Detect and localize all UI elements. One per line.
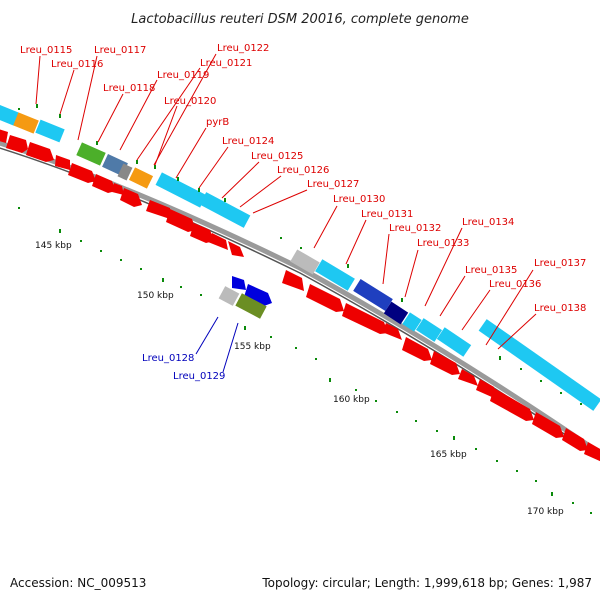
inner-genes	[218, 276, 272, 319]
scale-label-160: 160 kbp	[333, 395, 370, 405]
gene-rev-7	[112, 183, 124, 195]
top-gene-labels: Lreu_0115 Lreu_0116 Lreu_0117 Lreu_0118 …	[20, 43, 586, 314]
gene-fwd-green	[76, 142, 106, 166]
gene-fwd-4	[199, 192, 251, 228]
gene-fwd-8	[436, 327, 472, 357]
gene-rev-1	[0, 129, 8, 143]
gene-rev-3	[26, 142, 54, 162]
footer-topology: Topology: circular; Length: 1,999,618 bp…	[261, 576, 592, 590]
gene-label-lreu-0130: Lreu_0130	[333, 194, 385, 205]
scale-label-145: 145 kbp	[35, 241, 72, 251]
gene-label-lreu-0137: Lreu_0137	[534, 258, 586, 269]
gene-fwd-orange-1	[13, 112, 39, 134]
gene-label-lreu-0124: Lreu_0124	[222, 136, 274, 147]
gene-fwd-9	[478, 319, 600, 411]
scale-labels: 145 kbp 150 kbp 155 kbp 160 kbp 165 kbp …	[35, 241, 564, 517]
gene-fwd-pseudo	[290, 249, 320, 275]
gene-label-pyrb: pyrB	[206, 117, 229, 128]
gene-label-lreu-0118: Lreu_0118	[103, 83, 155, 94]
gc-dots	[18, 108, 592, 514]
gene-label-lreu-0133: Lreu_0133	[417, 238, 469, 249]
gene-label-lreu-0132: Lreu_0132	[389, 223, 441, 234]
reverse-strand-genes	[0, 129, 600, 462]
gene-rev-12	[208, 233, 228, 250]
gene-rev-6	[92, 174, 116, 193]
gene-rev-20	[458, 369, 478, 386]
gene-rev-16	[342, 303, 388, 334]
forward-strand-genes	[0, 104, 600, 411]
map-title: Lactobacillus reuteri DSM 20016, complet…	[131, 12, 469, 27]
gene-rev-22	[490, 388, 534, 421]
gene-label-lreu-0122: Lreu_0122	[217, 43, 269, 54]
gene-label-lreu-0116: Lreu_0116	[51, 59, 103, 70]
gc-ticks	[36, 104, 553, 496]
gene-rev-17	[382, 323, 402, 340]
gene-label-lreu-0126: Lreu_0126	[277, 165, 329, 176]
gene-rev-11	[190, 223, 214, 243]
gene-rev-5	[68, 163, 96, 183]
scale-label-170: 170 kbp	[527, 507, 564, 517]
gene-inner-blue-2	[244, 284, 272, 306]
gene-rev-18	[402, 337, 432, 361]
gene-fwd-5	[315, 259, 355, 291]
gene-label-lreu-0125: Lreu_0125	[251, 151, 303, 162]
genome-backbone	[0, 140, 600, 460]
footer-accession: Accession: NC_009513	[10, 576, 146, 590]
gene-inner-olive	[235, 293, 267, 319]
gene-rev-9	[146, 200, 170, 219]
gene-rev-25	[584, 442, 600, 462]
gene-rev-19	[430, 351, 460, 375]
gene-label-lreu-0121: Lreu_0121	[200, 58, 252, 69]
gene-fwd-1	[0, 104, 19, 126]
gene-rev-21	[476, 379, 494, 398]
gene-label-lreu-0131: Lreu_0131	[361, 209, 413, 220]
gene-rev-4	[55, 155, 70, 170]
scale-label-165: 165 kbp	[430, 450, 467, 460]
gene-label-lreu-0127: Lreu_0127	[307, 179, 359, 190]
gene-label-lreu-0128: Lreu_0128	[142, 353, 194, 364]
gene-rev-10	[166, 209, 196, 232]
gene-label-lreu-0134: Lreu_0134	[462, 217, 514, 228]
gene-rev-8	[120, 188, 142, 207]
gene-fwd-navy	[383, 301, 409, 325]
scale-label-155: 155 kbp	[234, 342, 271, 352]
gene-rev-2	[6, 135, 28, 153]
gene-label-lreu-0120: Lreu_0120	[164, 96, 216, 107]
gene-fwd-grey	[117, 163, 133, 181]
gene-fwd-blue	[353, 278, 393, 312]
label-leader-lines	[35, 53, 537, 350]
gene-label-lreu-0119: Lreu_0119	[157, 70, 209, 81]
gene-fwd-3	[155, 172, 207, 208]
gene-inner-grey	[218, 286, 240, 306]
scale-label-150: 150 kbp	[137, 291, 174, 301]
gene-rev-23	[532, 412, 564, 438]
gene-rev-14	[282, 270, 304, 291]
gene-label-lreu-0135: Lreu_0135	[465, 265, 517, 276]
gene-label-lreu-0115: Lreu_0115	[20, 45, 72, 56]
gene-rev-15	[306, 284, 344, 312]
gene-label-lreu-0129: Lreu_0129	[173, 371, 225, 382]
gene-label-lreu-0117: Lreu_0117	[94, 45, 146, 56]
gene-fwd-6	[402, 312, 422, 332]
gene-rev-24	[562, 428, 588, 451]
gene-fwd-orange-2	[128, 167, 154, 189]
gene-label-lreu-0136: Lreu_0136	[489, 279, 541, 290]
gene-inner-blue-1	[232, 276, 246, 290]
gene-label-lreu-0138: Lreu_0138	[534, 303, 586, 314]
gene-rev-13	[228, 241, 244, 257]
gene-fwd-7	[415, 318, 443, 342]
gene-fwd-2	[35, 119, 65, 143]
bottom-gene-labels: Lreu_0128 Lreu_0129	[142, 316, 239, 382]
